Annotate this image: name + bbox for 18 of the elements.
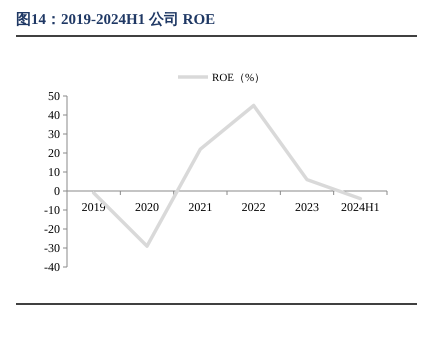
y-tick-label: 30 — [48, 127, 60, 141]
y-tick-label: 50 — [48, 89, 60, 103]
legend-label: ROE（%） — [212, 72, 266, 84]
x-tick-label: 2021 — [188, 200, 212, 214]
y-tick-label: -20 — [44, 222, 60, 236]
y-tick-label: 10 — [48, 165, 60, 179]
x-tick-label: 2020 — [135, 200, 159, 214]
x-tick-label: 2024H1 — [340, 200, 380, 214]
legend: ROE（%） — [178, 72, 266, 84]
x-tick-label: 2023 — [295, 200, 319, 214]
y-tick-label: 20 — [48, 146, 60, 160]
title: 图14：2019-2024H1 公司 ROE — [16, 12, 216, 28]
x-tick-label: 2022 — [242, 200, 266, 214]
y-tick-label: 40 — [48, 108, 60, 122]
y-tick-label: -10 — [44, 203, 60, 217]
y-tick-label: 0 — [54, 184, 60, 198]
y-tick-label: -40 — [44, 260, 60, 274]
y-tick-label: -30 — [44, 241, 60, 255]
